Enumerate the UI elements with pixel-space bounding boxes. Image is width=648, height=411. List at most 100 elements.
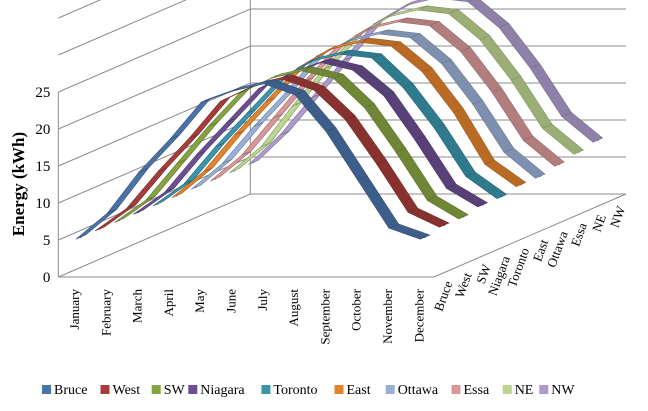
data-point — [214, 178, 216, 180]
y-tick-label: 15 — [35, 159, 50, 175]
data-point — [482, 204, 484, 206]
x-tick-label: October — [349, 288, 364, 331]
data-point — [443, 224, 445, 226]
data-point — [287, 76, 289, 78]
legend-swatch — [386, 385, 395, 394]
data-point — [477, 101, 479, 103]
data-point — [313, 59, 315, 61]
data-point — [157, 203, 159, 205]
data-point — [212, 124, 214, 126]
data-point — [318, 87, 320, 89]
legend-swatch — [261, 385, 270, 394]
data-point — [195, 187, 197, 189]
x-tick-label: January — [67, 289, 82, 330]
legend-label: Niagara — [200, 383, 245, 398]
legend-swatch — [152, 385, 161, 394]
data-point — [559, 163, 561, 165]
data-point — [315, 95, 317, 97]
data-point — [188, 181, 190, 183]
data-point — [345, 51, 347, 53]
y-tick-label: 20 — [35, 122, 50, 138]
legend-swatch — [188, 385, 197, 394]
data-point — [431, 198, 433, 200]
x-tick-label: November — [380, 288, 395, 344]
data-point — [327, 66, 329, 68]
data-point — [263, 86, 265, 88]
data-point — [453, 11, 455, 13]
legend-label: NE — [515, 383, 534, 398]
legend-swatch — [503, 385, 512, 394]
data-point — [150, 198, 152, 200]
floor-right-edge — [434, 194, 626, 277]
data-point — [224, 99, 226, 101]
data-point — [284, 132, 286, 134]
legend-label: Ottawa — [398, 383, 439, 398]
data-point — [219, 144, 221, 146]
data-point — [130, 206, 132, 208]
x-tick-label: June — [224, 289, 239, 313]
data-point — [390, 15, 392, 17]
legend-swatch — [335, 385, 344, 394]
data-point — [381, 161, 383, 163]
data-point — [400, 149, 402, 151]
legend-label: Bruce — [54, 383, 87, 398]
data-point — [424, 236, 426, 238]
data-point — [138, 211, 140, 213]
data-point — [306, 68, 308, 70]
data-point — [458, 110, 460, 112]
data-point — [383, 31, 385, 33]
data-point — [426, 69, 428, 71]
data-point — [174, 136, 176, 138]
data-point — [566, 114, 568, 116]
data-point — [239, 132, 241, 134]
ribbon-segment — [389, 224, 430, 239]
data-point — [412, 210, 414, 212]
depth-tick-label: Bruce — [431, 279, 456, 314]
legend-label: East — [347, 383, 371, 398]
data-point — [402, 19, 404, 21]
legend-swatch — [42, 385, 51, 394]
data-point — [99, 228, 101, 230]
data-point — [330, 129, 332, 131]
data-point — [414, 35, 416, 37]
data-point — [484, 37, 486, 39]
ribbon-segment — [76, 209, 117, 239]
data-point — [258, 124, 260, 126]
data-point — [80, 236, 82, 238]
x-tick-label: March — [130, 289, 145, 323]
data-point — [451, 186, 453, 188]
data-point — [438, 125, 440, 127]
data-point — [253, 162, 255, 164]
data-point — [143, 170, 145, 172]
data-point — [369, 105, 371, 107]
data-point — [246, 152, 248, 154]
y-tick-labels: 0 5 10 15 20 25 — [35, 85, 50, 286]
data-point — [527, 138, 529, 140]
data-point — [332, 47, 334, 49]
data-point — [503, 25, 505, 27]
legend: Bruce West SW Niagara Toronto East Ottawa Essa N… — [42, 383, 575, 398]
data-point — [421, 7, 423, 9]
data-point — [207, 169, 209, 171]
ribbon-segment — [386, 6, 427, 18]
legend-label: SW — [164, 383, 186, 398]
data-point — [501, 196, 503, 198]
data-point — [407, 85, 409, 87]
data-point — [231, 119, 233, 121]
data-point — [268, 81, 270, 83]
y-axis-title: Energy (kWh) — [9, 132, 28, 236]
data-point — [299, 92, 301, 94]
data-point — [489, 162, 491, 164]
data-point — [347, 58, 349, 60]
data-point — [388, 93, 390, 95]
data-point — [409, 3, 411, 5]
depth-tick-label: NW — [607, 203, 629, 229]
x-tick-label: December — [411, 288, 426, 342]
data-point — [547, 126, 549, 128]
data-point — [181, 161, 183, 163]
y-tick-label: 0 — [43, 270, 51, 286]
data-point — [296, 103, 298, 105]
data-point — [470, 174, 472, 176]
